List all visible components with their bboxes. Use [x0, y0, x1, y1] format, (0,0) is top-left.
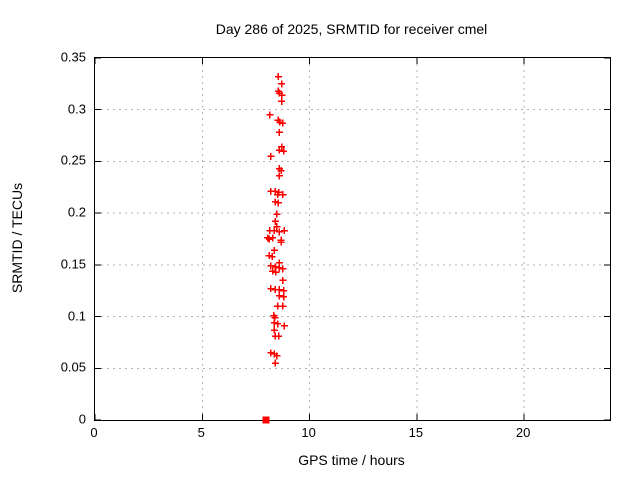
- data-point-marker: [267, 349, 275, 357]
- data-point-marker: [275, 264, 283, 272]
- data-point-marker: [274, 73, 282, 81]
- y-tick-label: 0.25: [60, 152, 86, 168]
- data-point-marker: [273, 223, 281, 231]
- data-point-marker: [280, 287, 288, 295]
- data-point-marker: [270, 319, 278, 327]
- data-point-marker: [269, 267, 277, 275]
- data-point-marker: [277, 238, 285, 246]
- data-point-marker: [275, 128, 283, 136]
- data-point-marker: [278, 97, 286, 105]
- x-tick-label: 5: [197, 425, 205, 440]
- data-point-marker: [280, 293, 288, 301]
- y-tick-label: 0: [78, 411, 86, 427]
- data-point-marker: [270, 246, 278, 254]
- plot-area: [94, 57, 611, 424]
- data-point-marker: [273, 210, 281, 218]
- data-point-marker: [275, 228, 283, 236]
- x-tick-label: 20: [515, 425, 531, 440]
- y-tick-labels: 0 0.05 0.1 0.15 0.2 0.25 0.3 0.35: [0, 0, 86, 480]
- data-point-marker: [274, 199, 282, 207]
- data-point-marker: [269, 234, 277, 242]
- data-point-marker: [279, 302, 287, 310]
- data-point-marker: [275, 332, 283, 340]
- y-tick-label: 0.35: [60, 49, 86, 65]
- data-point-marker: [280, 322, 288, 330]
- data-point-marker: [267, 152, 275, 160]
- data-point-marker: [270, 326, 278, 334]
- data-point-marker: [280, 227, 288, 235]
- chart-title: Day 286 of 2025, SRMTID for receiver cme…: [215, 21, 488, 37]
- y-tick-label: 0.1: [67, 308, 86, 324]
- data-point-marker: [275, 146, 283, 154]
- data-point-marker: [275, 286, 283, 294]
- data-point-marker: [278, 91, 286, 99]
- plot-canvas: [94, 57, 610, 424]
- data-point-marker: [270, 227, 278, 235]
- data-point-marker: [279, 265, 287, 273]
- data-point-marker: [275, 172, 283, 180]
- data-point-marker: [265, 235, 273, 243]
- data-point-square-marker: [262, 416, 270, 424]
- data-point-marker: [278, 80, 286, 88]
- y-tick-label: 0.2: [67, 204, 86, 220]
- data-point-marker: [267, 262, 275, 270]
- data-point-marker: [266, 111, 274, 119]
- data-point-marker: [274, 320, 282, 328]
- data-point-marker: [271, 217, 279, 225]
- data-point-marker: [279, 276, 287, 284]
- data-point-marker: [271, 359, 279, 367]
- x-axis-label: GPS time / hours: [298, 452, 405, 468]
- data-point-marker: [277, 167, 285, 175]
- x-tick-label: 15: [408, 425, 424, 440]
- data-point-marker: [280, 147, 288, 155]
- data-point-marker: [279, 191, 287, 199]
- data-point-marker: [268, 253, 276, 261]
- data-point-marker: [275, 292, 283, 300]
- data-point-marker: [279, 119, 287, 127]
- x-tick-label: 0: [90, 425, 98, 440]
- y-tick-label: 0.05: [60, 359, 86, 375]
- y-tick-label: 0.3: [67, 101, 86, 117]
- data-point-marker: [272, 268, 280, 276]
- data-point-marker: [273, 352, 281, 360]
- y-tick-label: 0.15: [60, 256, 86, 272]
- data-point-marker: [267, 285, 275, 293]
- x-tick-label: 10: [301, 425, 316, 440]
